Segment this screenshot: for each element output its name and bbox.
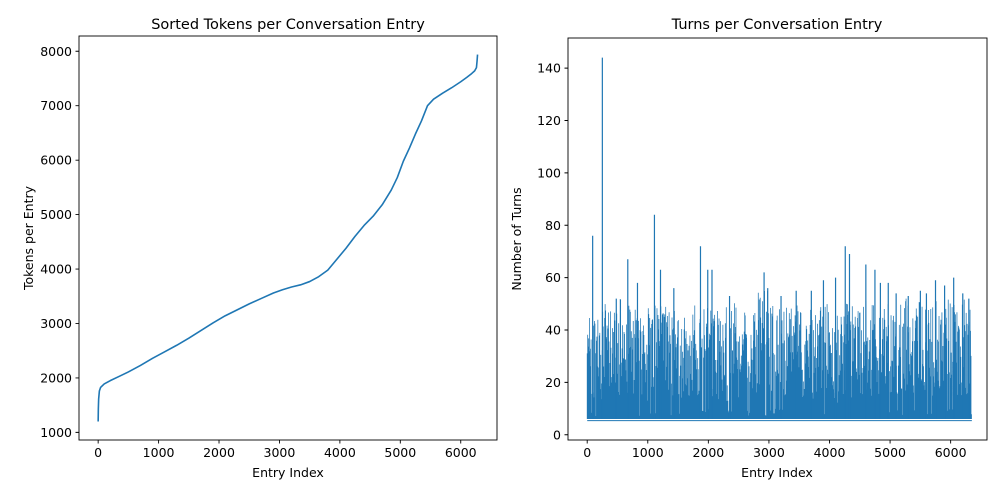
y-axis-label-sorted-tokens: Tokens per Entry (21, 185, 36, 291)
y-tick-label: 100 (537, 165, 561, 180)
x-axis-label-turns: Entry Index (741, 465, 813, 480)
y-axis-label-turns: Number of Turns (509, 187, 524, 290)
subplot-turns: 0 1000 2000 3000 4000 5000 6000 0 20 40 60 80 100 120… (500, 0, 1000, 500)
y-tick-label: 0 (553, 427, 561, 442)
x-tick-label: 0 (583, 445, 591, 460)
sorted-tokens-plot-area: 0 1000 2000 3000 4000 5000 6000 1000 2000 3000 400… (40, 35, 498, 460)
x-tick-label: 3000 (753, 445, 785, 460)
tick-marks (75, 50, 462, 444)
y-tick-label: 7000 (40, 98, 72, 113)
x-tick-label: 5000 (384, 445, 416, 460)
y-tick-label: 140 (537, 61, 561, 76)
axes-spines (567, 37, 988, 441)
y-tick-label: 20 (545, 375, 561, 390)
y-tick-label: 8000 (40, 44, 72, 59)
x-tick-label: 6000 (935, 445, 967, 460)
chart-title-sorted-tokens: Sorted Tokens per Conversation Entry (151, 17, 425, 33)
turns-dense-series (586, 290, 972, 420)
x-tick-label: 1000 (632, 445, 664, 460)
y-tick-label: 2000 (40, 370, 72, 385)
tokens-line (97, 54, 479, 422)
y-tick-label: 3000 (40, 316, 72, 331)
y-tick-label: 1000 (40, 425, 72, 440)
y-tick-label: 5000 (40, 207, 72, 222)
x-tick-label: 1000 (143, 445, 175, 460)
axes-spines (78, 35, 498, 441)
x-tick-label: 3000 (264, 445, 296, 460)
x-tick-label: 4000 (814, 445, 846, 460)
chart-title-turns: Turns per Conversation Entry (671, 17, 883, 33)
sorted-tokens-chart: 0 1000 2000 3000 4000 5000 6000 1000 2000 3000 400… (21, 17, 498, 480)
x-tick-label: 2000 (203, 445, 235, 460)
x-axis-label-sorted-tokens: Entry Index (252, 465, 324, 480)
x-tick-label: 6000 (445, 445, 477, 460)
turns-chart: 0 1000 2000 3000 4000 5000 6000 0 20 40 60 80 100 120… (509, 17, 988, 480)
tick-marks (564, 67, 952, 444)
y-tick-label: 4000 (40, 262, 72, 277)
x-tick-label: 5000 (874, 445, 906, 460)
x-tick-label: 0 (94, 445, 102, 460)
y-tick-label: 80 (545, 218, 561, 233)
turns-peak-spikes (592, 57, 970, 420)
x-tick-label: 2000 (692, 445, 724, 460)
y-tick-label: 60 (545, 270, 561, 285)
subplot-sorted-tokens: 0 1000 2000 3000 4000 5000 6000 1000 2000 3000 400… (21, 17, 498, 480)
turns-plot-area: 0 1000 2000 3000 4000 5000 6000 0 20 40 60 80 100 120… (537, 37, 988, 460)
y-tick-label: 40 (545, 323, 561, 338)
y-tick-label: 120 (537, 113, 561, 128)
x-tick-label: 4000 (324, 445, 356, 460)
y-tick-label: 6000 (40, 153, 72, 168)
